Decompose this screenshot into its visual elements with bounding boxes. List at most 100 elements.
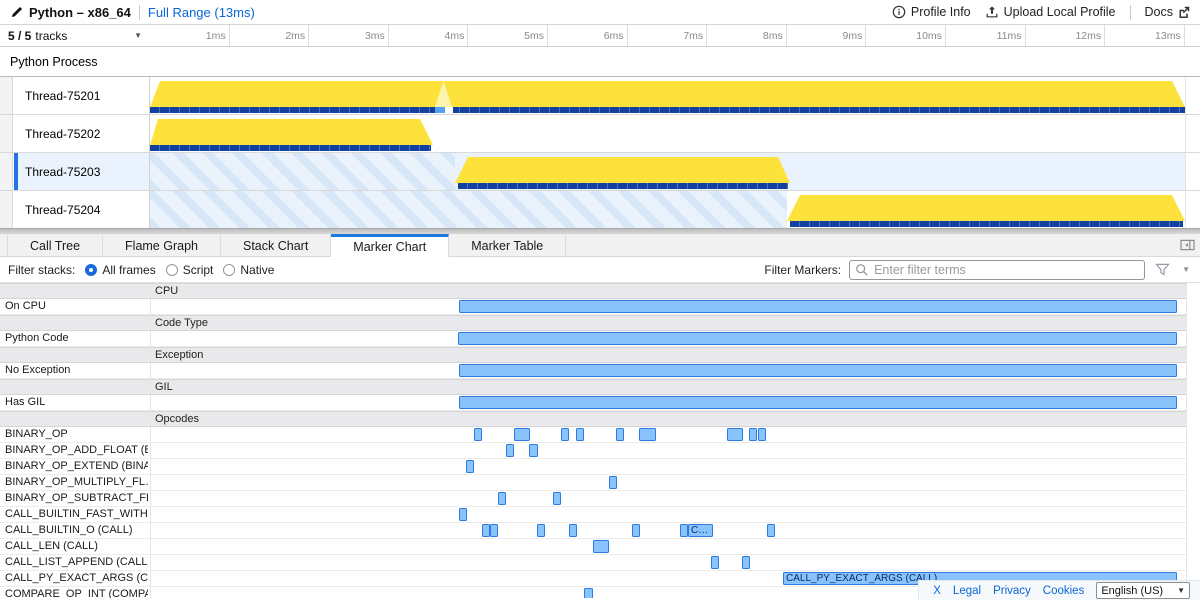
ruler-tick-label: 9ms [787, 25, 867, 46]
marker-bar[interactable] [466, 460, 474, 473]
tab-marker-chart[interactable]: Marker Chart [331, 234, 450, 257]
track-label[interactable]: Thread-75203 [14, 153, 150, 190]
marker-bar[interactable] [514, 428, 530, 441]
marker-bar[interactable] [529, 444, 538, 457]
marker-bar[interactable] [459, 300, 1177, 313]
marker-bar[interactable] [459, 364, 1177, 377]
footer-link-privacy[interactable]: Privacy [993, 584, 1031, 597]
profile-info-button[interactable]: Profile Info [892, 5, 971, 19]
marker-bar[interactable]: C… [688, 524, 713, 537]
tab-stack-chart[interactable]: Stack Chart [221, 234, 332, 256]
ruler-tick-label: 3ms [309, 25, 389, 46]
track-activity-canvas[interactable] [150, 191, 1185, 228]
marker-row-label: Python Code [5, 332, 69, 344]
language-value: English (US) [1101, 584, 1164, 597]
docs-button[interactable]: Docs [1145, 5, 1190, 19]
label-column-divider [150, 523, 151, 538]
info-icon [892, 5, 906, 19]
marker-bar[interactable] [742, 556, 750, 569]
tracks-count-dropdown[interactable]: 5 / 5 tracks ▼ [0, 25, 150, 46]
footer-link-legal[interactable]: Legal [952, 584, 982, 597]
track-activity-canvas[interactable] [150, 77, 1185, 114]
ruler-ticks: 1ms 2ms 3ms 4ms 5ms 6ms 7ms 8ms 9ms 10ms 11ms 12ms 1… [150, 25, 1185, 46]
track-row[interactable]: Thread-75204 [0, 191, 1200, 228]
panel-resize-handle[interactable] [0, 228, 1200, 234]
sidebar-toggle-button[interactable] [1174, 234, 1200, 256]
filter-funnel-button[interactable] [1153, 263, 1172, 276]
marker-bar[interactable] [616, 428, 624, 441]
radio-script[interactable]: Script [165, 263, 213, 277]
marker-chart: CPU On CPU Code Type Python Code Exception No… [0, 283, 1200, 598]
marker-bar[interactable] [727, 428, 743, 441]
tab-flame-graph[interactable]: Flame Graph [103, 234, 221, 256]
marker-bar[interactable] [609, 476, 617, 489]
tab-bar-spacer [566, 234, 1174, 256]
footer-close-link[interactable]: X [933, 584, 941, 597]
marker-bar[interactable] [459, 396, 1177, 409]
radio-all-frames[interactable]: All frames [85, 263, 156, 277]
marker-row-label: BINARY_OP [5, 428, 68, 440]
track-activity-canvas[interactable] [150, 153, 1185, 190]
track-right-gutter [1185, 191, 1200, 228]
marker-bar[interactable] [490, 524, 498, 537]
marker-bar[interactable] [506, 444, 514, 457]
language-select[interactable]: English (US) ▼ [1096, 582, 1190, 599]
marker-bar[interactable] [553, 492, 561, 505]
marker-bar[interactable] [482, 524, 490, 537]
funnel-icon [1155, 263, 1170, 276]
marker-bar[interactable] [569, 524, 577, 537]
marker-bar[interactable] [711, 556, 719, 569]
marker-bar[interactable] [767, 524, 775, 537]
ruler-tick-label: 12ms [1026, 25, 1106, 46]
marker-bar[interactable] [758, 428, 766, 441]
marker-section-label: Opcodes [155, 413, 200, 425]
footer-link-cookies[interactable]: Cookies [1042, 584, 1085, 597]
samples-bar [150, 145, 431, 151]
filter-markers-input[interactable] [849, 259, 1146, 280]
marker-bar[interactable] [584, 588, 593, 598]
samples-bar-gap [445, 107, 453, 113]
profile-name-button[interactable]: Python – x86_64 [10, 5, 131, 20]
marker-bar[interactable] [749, 428, 757, 441]
track-row[interactable]: Thread-75203 [0, 153, 1200, 191]
timeline-ruler[interactable]: 5 / 5 tracks ▼ 1ms 2ms 3ms 4ms 5ms 6ms 7ms 8ms 9… [0, 25, 1200, 47]
label-column-divider [150, 507, 151, 522]
filter-options-caret-button[interactable]: ▼ [1180, 265, 1192, 274]
label-column-divider [150, 571, 151, 586]
marker-section-header: GIL [0, 379, 1186, 395]
label-column-divider [150, 299, 151, 314]
marker-section-header: Exception [0, 347, 1186, 363]
marker-bar[interactable] [459, 508, 467, 521]
samples-bar-light-segment [435, 107, 445, 113]
marker-bar[interactable] [680, 524, 688, 537]
full-range-button[interactable]: Full Range (13ms) [147, 4, 255, 20]
radio-native[interactable]: Native [223, 263, 274, 277]
marker-bar[interactable] [632, 524, 640, 537]
marker-bar[interactable] [537, 524, 545, 537]
track-label[interactable]: Thread-75201 [14, 77, 150, 114]
label-column-divider [150, 443, 151, 458]
track-label[interactable]: Thread-75202 [14, 115, 150, 152]
marker-section-label: CPU [155, 285, 179, 297]
track-label[interactable]: Thread-75204 [14, 191, 150, 228]
process-header[interactable]: Python Process [0, 47, 1200, 77]
upload-profile-button[interactable]: Upload Local Profile [985, 5, 1116, 19]
track-activity-canvas[interactable] [150, 115, 1185, 152]
marker-bar[interactable] [474, 428, 482, 441]
tab-marker-table[interactable]: Marker Table [449, 234, 567, 256]
samples-bar [458, 183, 788, 189]
marker-row: BINARY_OP_ADD_FLOAT (B… [0, 443, 1200, 459]
marker-bar[interactable] [639, 428, 656, 441]
tab-call-tree[interactable]: Call Tree [7, 234, 104, 256]
track-label-text: Thread-75202 [25, 126, 101, 141]
marker-bar[interactable] [561, 428, 569, 441]
marker-bar[interactable] [498, 492, 506, 505]
marker-section-label: Exception [155, 349, 204, 361]
track-row[interactable]: Thread-75201 [0, 77, 1200, 115]
marker-bar[interactable] [576, 428, 584, 441]
sidebar-toggle-icon [1179, 239, 1195, 251]
label-column-divider [150, 555, 151, 570]
marker-bar[interactable] [593, 540, 609, 553]
marker-bar[interactable] [458, 332, 1177, 345]
track-row[interactable]: Thread-75202 [0, 115, 1200, 153]
